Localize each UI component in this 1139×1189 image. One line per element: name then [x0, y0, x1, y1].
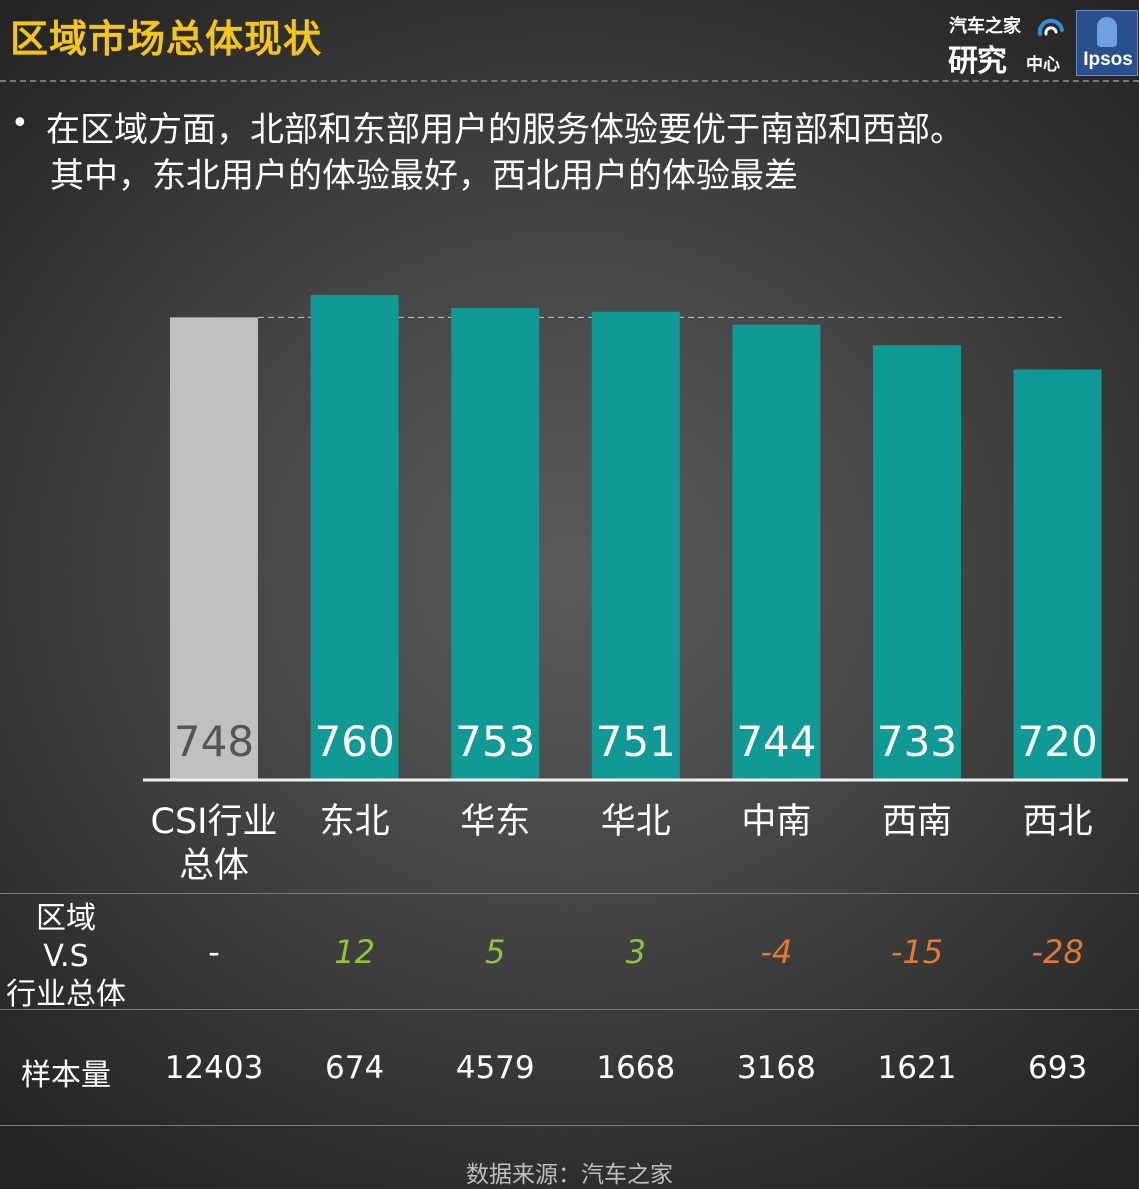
page-title: 区域市场总体现状 — [10, 17, 323, 61]
sample-value: 1668 — [596, 1050, 676, 1086]
sample-value: 674 — [325, 1050, 385, 1086]
diff-row-label: 区域 V.S 行业总体 — [0, 900, 132, 1014]
row-label-line: 区域 — [36, 901, 96, 936]
diff-value: 3 — [625, 933, 646, 971]
table-divider — [0, 893, 1139, 894]
category-label: 西北 — [1023, 802, 1093, 842]
sample-value: 4579 — [455, 1050, 535, 1086]
chart-bar — [591, 311, 680, 779]
chart-bar — [170, 317, 258, 779]
logo-text: 研究 — [948, 44, 1007, 79]
bar-value-label: 753 — [455, 717, 535, 766]
category-label: 华北 — [601, 802, 671, 842]
bullet-text: 在区域方面，北部和东部用户的服务体验要优于南部和西部。 — [46, 110, 964, 150]
autohome-research-logo: 汽车之家 研究 中心 — [946, 10, 1070, 79]
chart-bar — [451, 308, 540, 779]
bar-value-label: 760 — [315, 717, 395, 766]
logo-text: 汽车之家 — [949, 16, 1021, 37]
bar-value-label: 720 — [1018, 717, 1098, 766]
swirl-icon — [1037, 18, 1064, 36]
category-label: CSI行业 — [151, 802, 278, 842]
sample-value: 693 — [1028, 1050, 1088, 1086]
row-label-line: 行业总体 — [6, 977, 126, 1012]
bar-value-label: 751 — [596, 717, 676, 766]
diff-value: -15 — [890, 933, 944, 971]
ipsos-head-icon — [1097, 17, 1117, 47]
logo-text: Ipsos — [1083, 49, 1133, 70]
chart-bar — [1013, 369, 1102, 779]
logo-text: 中心 — [1026, 55, 1060, 75]
diff-value: - — [208, 933, 220, 971]
bar-value-label: 733 — [877, 717, 957, 766]
chart-bar — [873, 345, 961, 779]
chart-bar — [732, 324, 821, 779]
table-divider — [0, 1125, 1139, 1126]
sample-value: 1621 — [877, 1050, 957, 1086]
ipsos-logo: Ipsos — [1076, 10, 1138, 76]
chart-bar — [310, 295, 399, 779]
bar-value-label: 744 — [736, 717, 816, 766]
diff-value: -4 — [760, 933, 793, 971]
bullet-marker: • — [11, 106, 29, 141]
row-label-line: V.S — [43, 939, 89, 974]
diff-value: 12 — [334, 933, 375, 971]
category-label: 中南 — [741, 802, 811, 842]
bar-value-label: 748 — [174, 717, 254, 766]
table-divider — [0, 1009, 1139, 1010]
sample-value: 12403 — [164, 1050, 264, 1086]
category-label: 西南 — [882, 802, 952, 842]
bullet-text: 其中，东北用户的体验最好，西北用户的体验最差 — [50, 156, 798, 196]
category-label: 东北 — [320, 802, 390, 842]
sample-row-label: 样本量 — [21, 1058, 111, 1093]
header-divider — [0, 80, 1139, 82]
data-source: 数据来源：汽车之家 — [466, 1162, 673, 1188]
diff-value: 5 — [485, 933, 506, 971]
category-label: 华东 — [460, 802, 530, 842]
category-label: 总体 — [179, 846, 249, 886]
sample-value: 3168 — [736, 1050, 816, 1086]
diff-value: -28 — [1031, 933, 1084, 971]
